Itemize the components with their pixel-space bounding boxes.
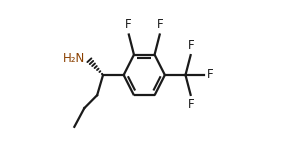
Text: F: F (188, 39, 195, 52)
Text: F: F (207, 69, 214, 81)
Text: H₂N: H₂N (62, 52, 85, 65)
Text: F: F (157, 18, 164, 31)
Text: F: F (125, 18, 131, 31)
Text: F: F (188, 98, 195, 111)
